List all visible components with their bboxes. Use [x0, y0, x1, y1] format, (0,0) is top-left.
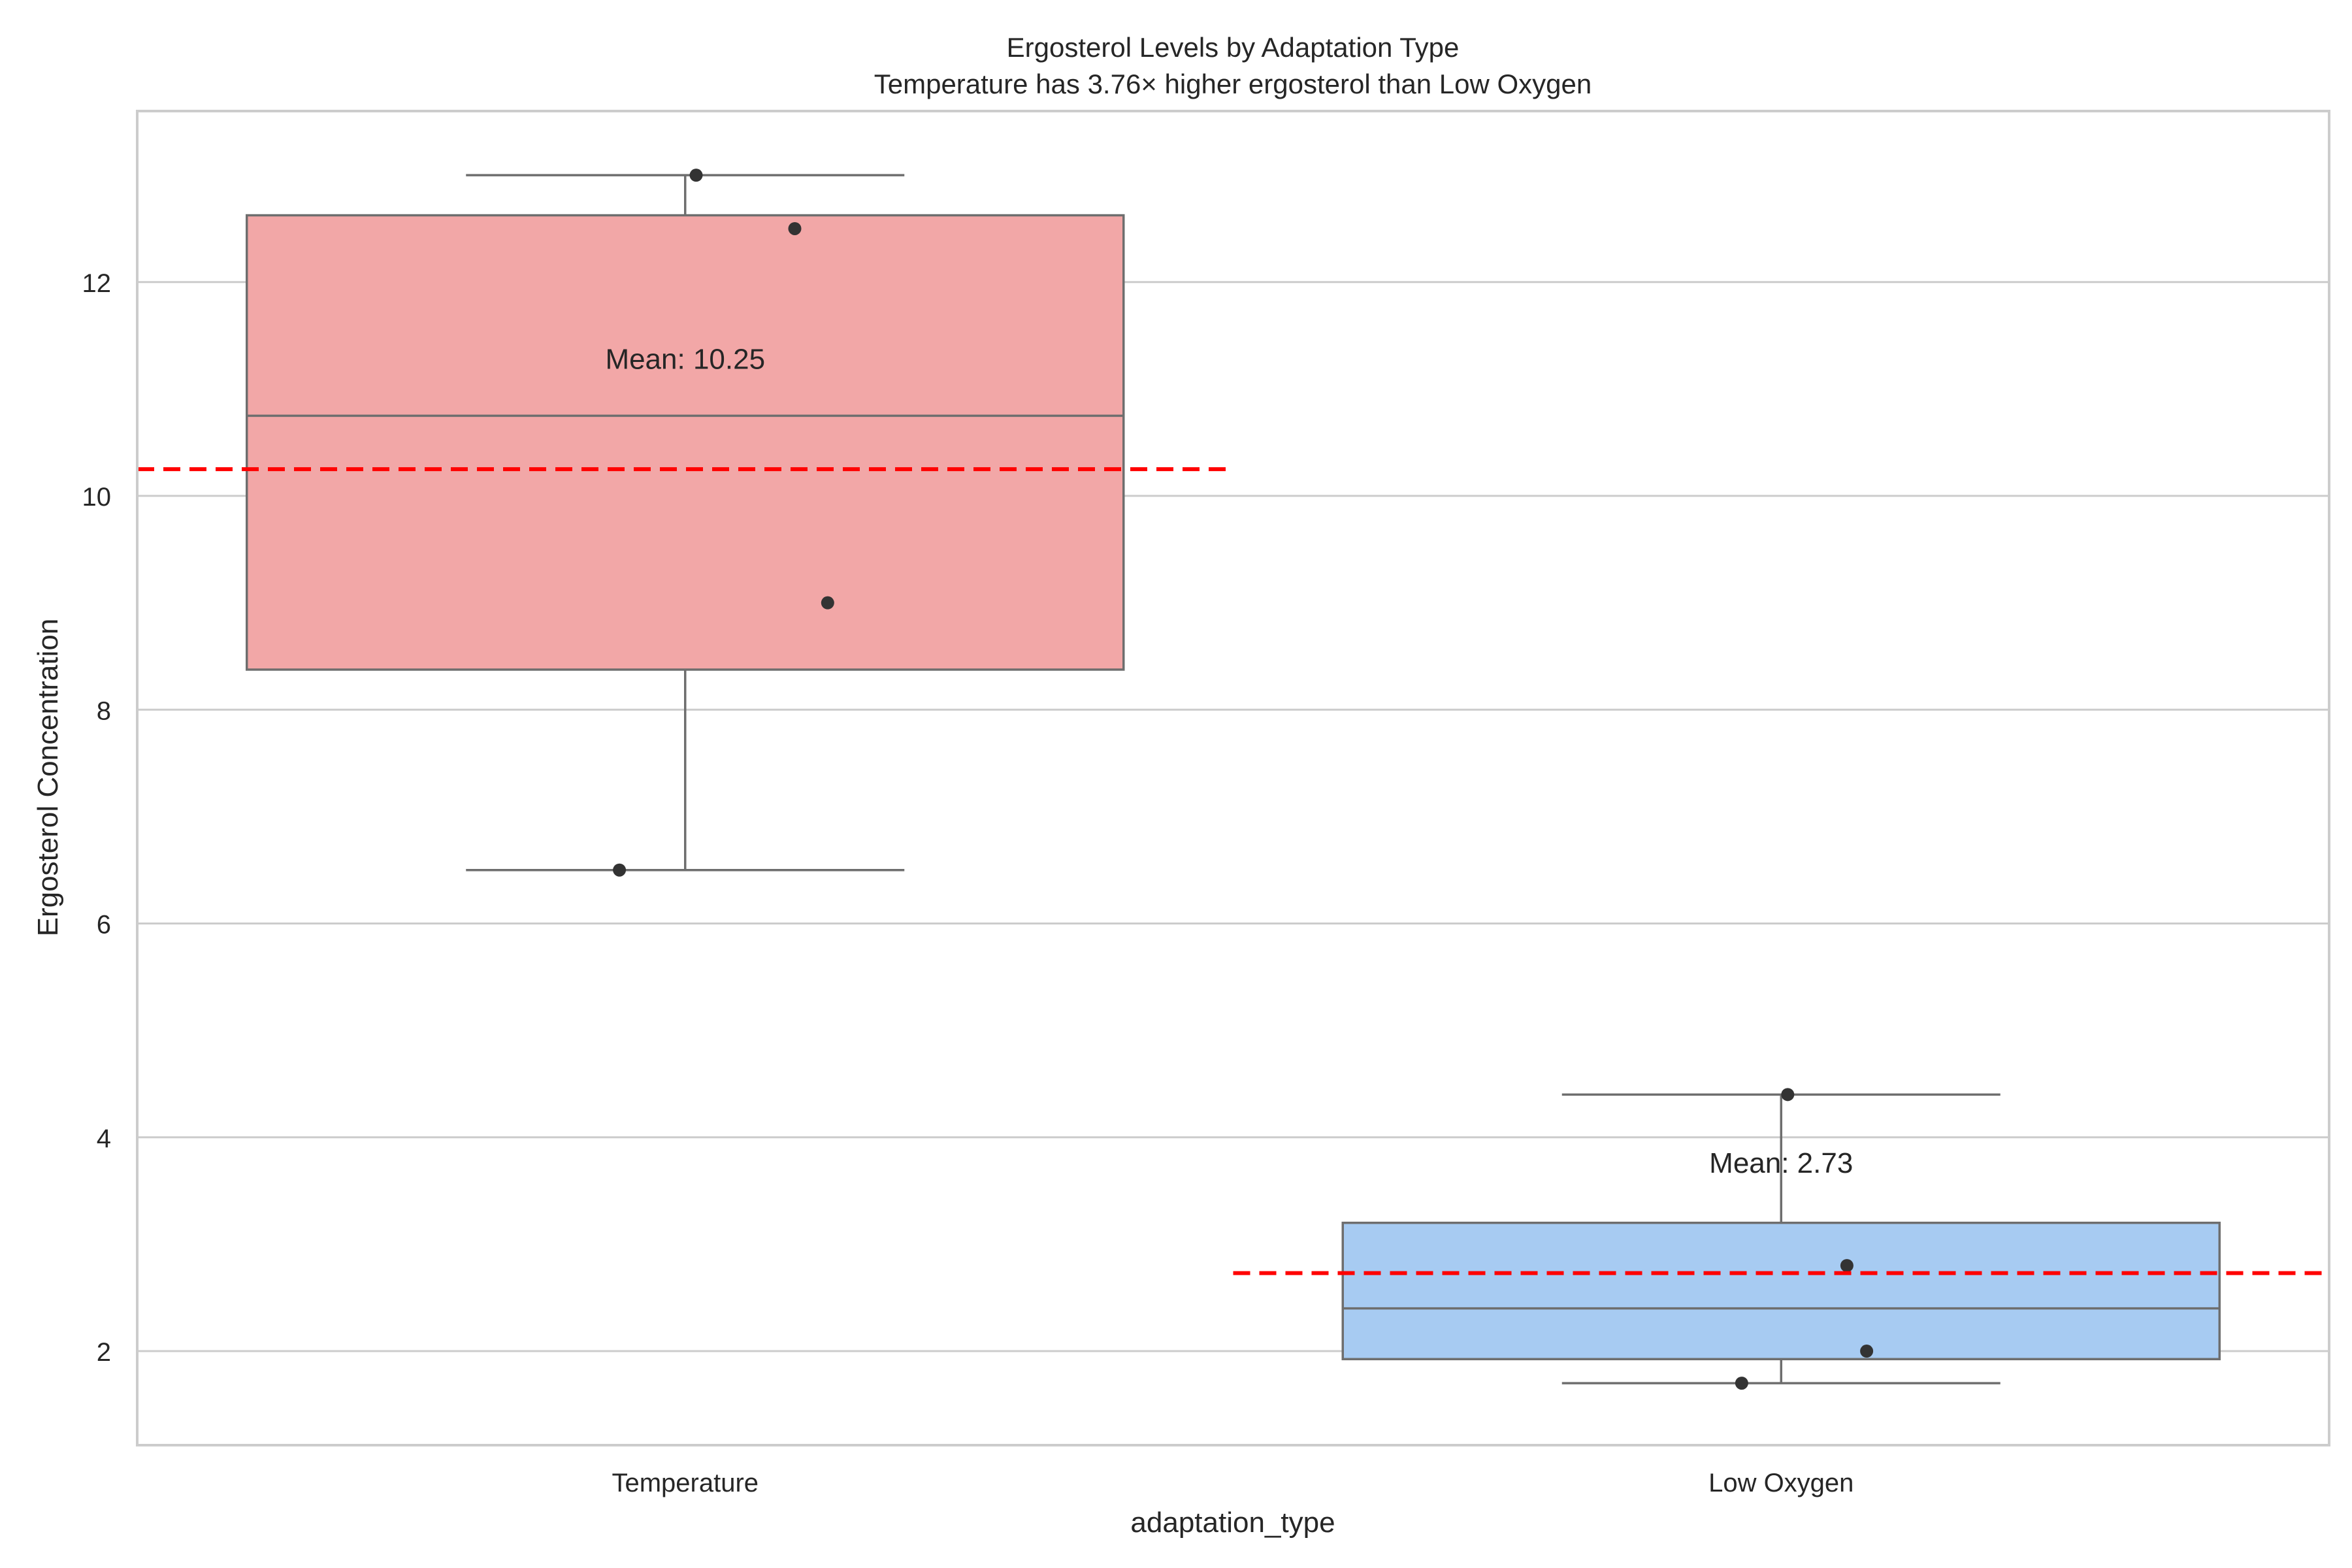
y-tick-label: 6	[97, 911, 111, 939]
y-axis-label: Ergosterol Concentration	[32, 619, 64, 937]
x-axis-label: adaptation_type	[1130, 1507, 1335, 1539]
y-tick-label: 2	[97, 1338, 111, 1367]
box	[1341, 1221, 2221, 1361]
mean-label: Mean: 10.25	[605, 344, 765, 376]
grid-lines	[137, 281, 2329, 1352]
x-axis-ticks: Temperature Low Oxygen	[612, 1469, 1854, 1497]
chart-subtitle: Temperature has 3.76× higher ergosterol …	[874, 69, 1592, 99]
data-points	[613, 169, 1874, 1390]
data-point	[1840, 1259, 1854, 1273]
x-tick-label: Low Oxygen	[1708, 1469, 1854, 1497]
y-tick-label: 8	[97, 696, 111, 725]
y-tick-label: 12	[82, 269, 112, 298]
data-point	[1781, 1088, 1795, 1102]
chart-title: Ergosterol Levels by Adaptation Type	[1007, 32, 1460, 63]
data-point	[613, 863, 627, 877]
data-point	[689, 169, 703, 182]
data-point	[821, 596, 834, 610]
y-tick-label: 4	[97, 1124, 111, 1153]
box	[246, 214, 1125, 671]
mean-label: Mean: 2.73	[1709, 1147, 1853, 1179]
plot-area-frame	[136, 110, 2330, 1446]
data-point	[1735, 1377, 1748, 1390]
y-tick-label: 10	[82, 483, 112, 512]
x-tick-label: Temperature	[612, 1469, 759, 1497]
mean-lines: Mean: 10.25 Mean: 2.73	[137, 344, 2329, 1275]
data-point	[1860, 1345, 1874, 1358]
y-axis-ticks: 2 4 6 8 10 12	[82, 269, 112, 1367]
box-plots	[246, 174, 2221, 1384]
data-point	[788, 221, 802, 235]
